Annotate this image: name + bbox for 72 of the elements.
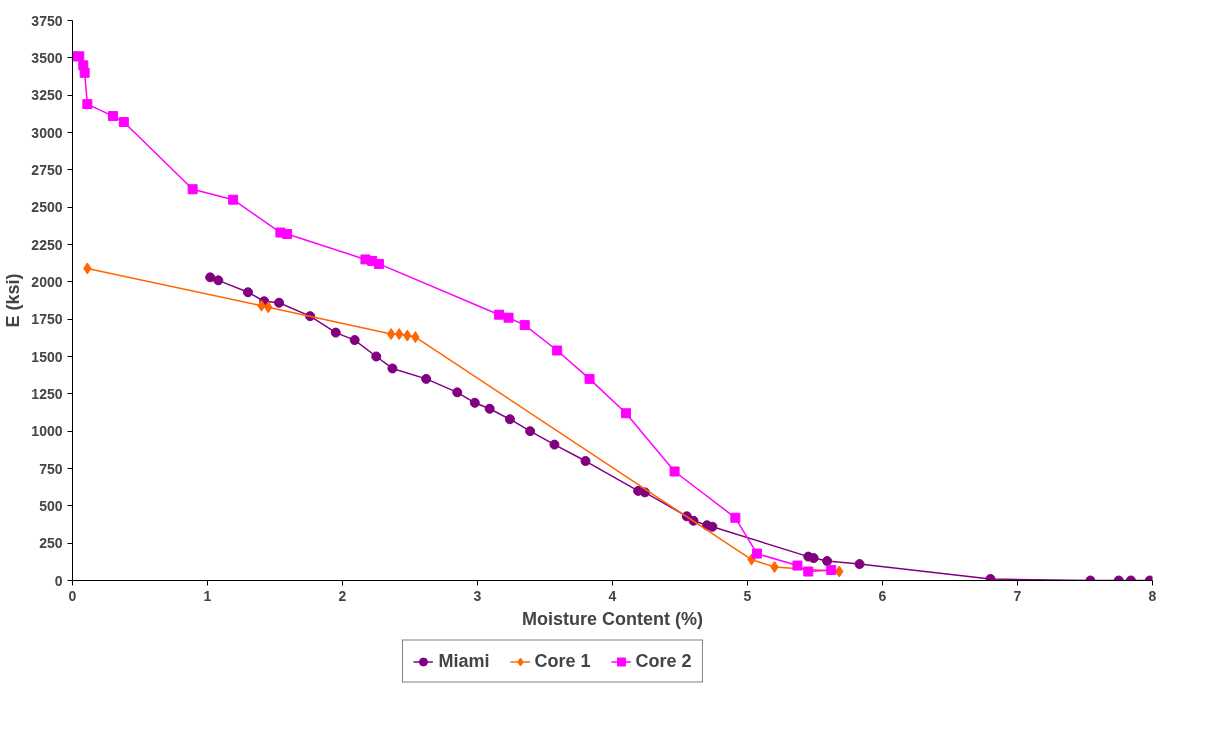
point (504, 414, 515, 425)
x-tick-label: 0 (68, 587, 77, 604)
point (621, 408, 631, 419)
y-tick-label: 250 (39, 535, 63, 552)
y-tick-label: 1500 (31, 348, 63, 365)
point (494, 309, 505, 320)
point (469, 397, 480, 408)
point (349, 335, 360, 346)
point (549, 439, 560, 450)
point (519, 320, 530, 331)
y-tick-label: 3000 (31, 124, 63, 141)
y-tick-label: 1250 (31, 385, 63, 402)
x-tick-label: 4 (608, 587, 617, 604)
y-tick-label: 750 (39, 460, 63, 477)
point (584, 373, 595, 384)
y-axis-title: E (ksi) (3, 273, 24, 328)
point (826, 565, 837, 576)
point (108, 111, 118, 122)
x-tick-label: 6 (878, 587, 887, 604)
point (213, 275, 224, 286)
legend-label: Miami (438, 650, 490, 672)
point (118, 117, 129, 128)
point (452, 387, 463, 398)
x-tick-label: 2 (338, 587, 347, 604)
y-tick-label: 0 (54, 572, 63, 589)
point (228, 194, 239, 205)
legend-label: Core 1 (534, 650, 591, 672)
point (274, 297, 285, 308)
point (282, 229, 293, 240)
y-tick-label: 3500 (31, 49, 63, 66)
y-tick-label: 2000 (31, 273, 63, 290)
y-tick-label: 1750 (31, 311, 63, 328)
point (751, 548, 762, 559)
legend-label: Core 2 (635, 650, 692, 672)
y-tick-label: 500 (39, 497, 63, 514)
point (854, 559, 865, 570)
point (386, 328, 396, 341)
point (730, 512, 741, 523)
point (187, 184, 198, 195)
point (484, 403, 495, 414)
x-tick-label: 3 (473, 587, 482, 604)
point (792, 560, 803, 571)
point (707, 521, 718, 532)
point (503, 312, 514, 323)
point (387, 363, 398, 374)
x-tick-label: 7 (1013, 587, 1022, 604)
point (552, 345, 563, 356)
y-tick-label: 2500 (31, 199, 63, 216)
point (525, 426, 536, 437)
y-tick-label: 1000 (31, 423, 63, 440)
point (243, 287, 253, 298)
x-tick-label: 5 (743, 587, 752, 604)
point (205, 272, 216, 283)
point (330, 327, 341, 338)
point (822, 556, 833, 567)
point (373, 258, 384, 269)
y-tick-label: 2750 (31, 161, 63, 178)
x-tick-label: 8 (1148, 587, 1157, 604)
point (808, 553, 819, 564)
point (82, 99, 93, 110)
y-tick-label: 3750 (31, 12, 63, 29)
point (74, 51, 85, 62)
point (421, 373, 432, 384)
x-axis-title: Moisture Content (%) (522, 608, 703, 629)
point (803, 566, 814, 577)
y-tick-label: 2250 (31, 236, 63, 253)
point (580, 456, 591, 467)
point (669, 466, 680, 477)
x-tick-label: 1 (203, 587, 212, 604)
point (371, 351, 382, 362)
y-tick-label: 3250 (31, 87, 63, 104)
point (79, 67, 90, 78)
